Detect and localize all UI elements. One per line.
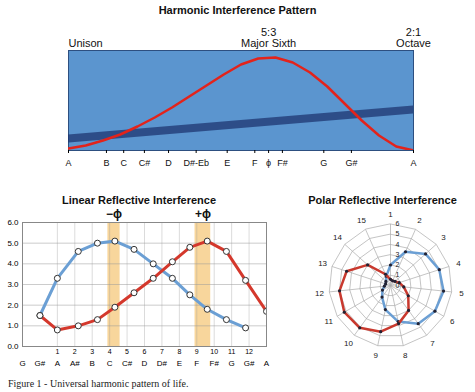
svg-text:2: 2 bbox=[396, 261, 400, 268]
svg-text:8: 8 bbox=[177, 348, 181, 355]
svg-text:1: 1 bbox=[388, 210, 393, 219]
svg-text:G#: G# bbox=[345, 158, 357, 168]
svg-text:C#: C# bbox=[139, 158, 151, 168]
svg-text:2: 2 bbox=[417, 216, 422, 225]
svg-text:12: 12 bbox=[315, 289, 324, 298]
svg-text:8: 8 bbox=[403, 351, 408, 360]
svg-text:F#: F# bbox=[210, 359, 220, 368]
svg-text:4: 4 bbox=[456, 259, 461, 268]
svg-text:14: 14 bbox=[333, 233, 342, 242]
svg-text:6: 6 bbox=[450, 317, 455, 326]
svg-text:0: 0 bbox=[396, 282, 400, 289]
svg-text:5: 5 bbox=[125, 348, 129, 355]
html-text:Figure 1 - Universal harmonic: Figure 1 - Universal harmonic pattern of… bbox=[8, 378, 189, 389]
svg-text:G: G bbox=[19, 359, 25, 368]
svg-text:2: 2 bbox=[73, 348, 77, 355]
svg-text:A: A bbox=[264, 359, 270, 368]
svg-text:5.0: 5.0 bbox=[7, 239, 19, 248]
svg-text:4: 4 bbox=[396, 241, 400, 248]
svg-text:E: E bbox=[177, 359, 182, 368]
svg-text:9: 9 bbox=[373, 351, 378, 360]
svg-text:3.0: 3.0 bbox=[7, 280, 19, 289]
svg-text:5: 5 bbox=[459, 289, 464, 298]
svg-text:10: 10 bbox=[344, 339, 353, 348]
svg-text:C: C bbox=[107, 359, 113, 368]
svg-text:4: 4 bbox=[108, 348, 112, 355]
svg-text:−ϕ: −ϕ bbox=[106, 207, 122, 221]
html-text:Harmonic Interference Pattern: Harmonic Interference Pattern bbox=[158, 4, 317, 16]
svg-text:D: D bbox=[165, 158, 172, 168]
svg-text:F#: F# bbox=[277, 158, 288, 168]
svg-text:C: C bbox=[120, 158, 127, 168]
svg-text:0.0: 0.0 bbox=[7, 342, 19, 351]
svg-text:A#: A# bbox=[70, 359, 80, 368]
svg-text:+ϕ: +ϕ bbox=[195, 207, 211, 221]
svg-text:4.0: 4.0 bbox=[7, 259, 19, 268]
svg-text:7: 7 bbox=[430, 339, 435, 348]
svg-text:9: 9 bbox=[195, 348, 199, 355]
svg-text:C#: C# bbox=[122, 359, 133, 368]
svg-text:3: 3 bbox=[90, 348, 94, 355]
svg-text:A: A bbox=[410, 158, 416, 168]
svg-text:G: G bbox=[229, 359, 235, 368]
svg-text:D#: D# bbox=[157, 359, 168, 368]
svg-text:2:1Octave: 2:1Octave bbox=[396, 26, 431, 49]
svg-text:15: 15 bbox=[357, 216, 366, 225]
svg-text:5: 5 bbox=[396, 230, 400, 237]
html-text:Polar Reflective Interference: Polar Reflective Interference bbox=[308, 194, 457, 206]
svg-text:3: 3 bbox=[441, 233, 446, 242]
svg-text:F: F bbox=[194, 359, 199, 368]
svg-text:7: 7 bbox=[160, 348, 164, 355]
svg-text:D#-Eb: D#-Eb bbox=[183, 158, 209, 168]
svg-text:E: E bbox=[224, 158, 230, 168]
svg-text:B: B bbox=[90, 359, 95, 368]
svg-text:1: 1 bbox=[55, 348, 59, 355]
svg-text:6: 6 bbox=[396, 220, 400, 227]
svg-text:12: 12 bbox=[245, 348, 253, 355]
svg-text:D: D bbox=[142, 359, 148, 368]
svg-text:G#: G# bbox=[244, 359, 255, 368]
svg-text:5:3Major Sixth: 5:3Major Sixth bbox=[241, 26, 296, 49]
svg-text:F: F bbox=[252, 158, 258, 168]
svg-text:ϕ: ϕ bbox=[266, 158, 271, 168]
svg-text:11: 11 bbox=[325, 317, 334, 326]
svg-text:1.0: 1.0 bbox=[7, 321, 19, 330]
svg-text:3: 3 bbox=[396, 251, 400, 258]
svg-text:A: A bbox=[55, 359, 61, 368]
svg-text:11: 11 bbox=[228, 348, 235, 355]
svg-text:2.0: 2.0 bbox=[7, 301, 19, 310]
svg-text:G: G bbox=[320, 158, 327, 168]
svg-text:13: 13 bbox=[318, 259, 327, 268]
svg-text:1: 1 bbox=[396, 271, 400, 278]
svg-text:6.0: 6.0 bbox=[7, 218, 19, 227]
svg-text:B: B bbox=[103, 158, 109, 168]
svg-text:G#: G# bbox=[35, 359, 46, 368]
svg-text:Unison: Unison bbox=[69, 37, 103, 49]
html-text:Linear Reflective Interference: Linear Reflective Interference bbox=[62, 194, 216, 206]
svg-text:A: A bbox=[65, 158, 71, 168]
svg-text:10: 10 bbox=[210, 348, 218, 355]
svg-text:6: 6 bbox=[143, 348, 147, 355]
